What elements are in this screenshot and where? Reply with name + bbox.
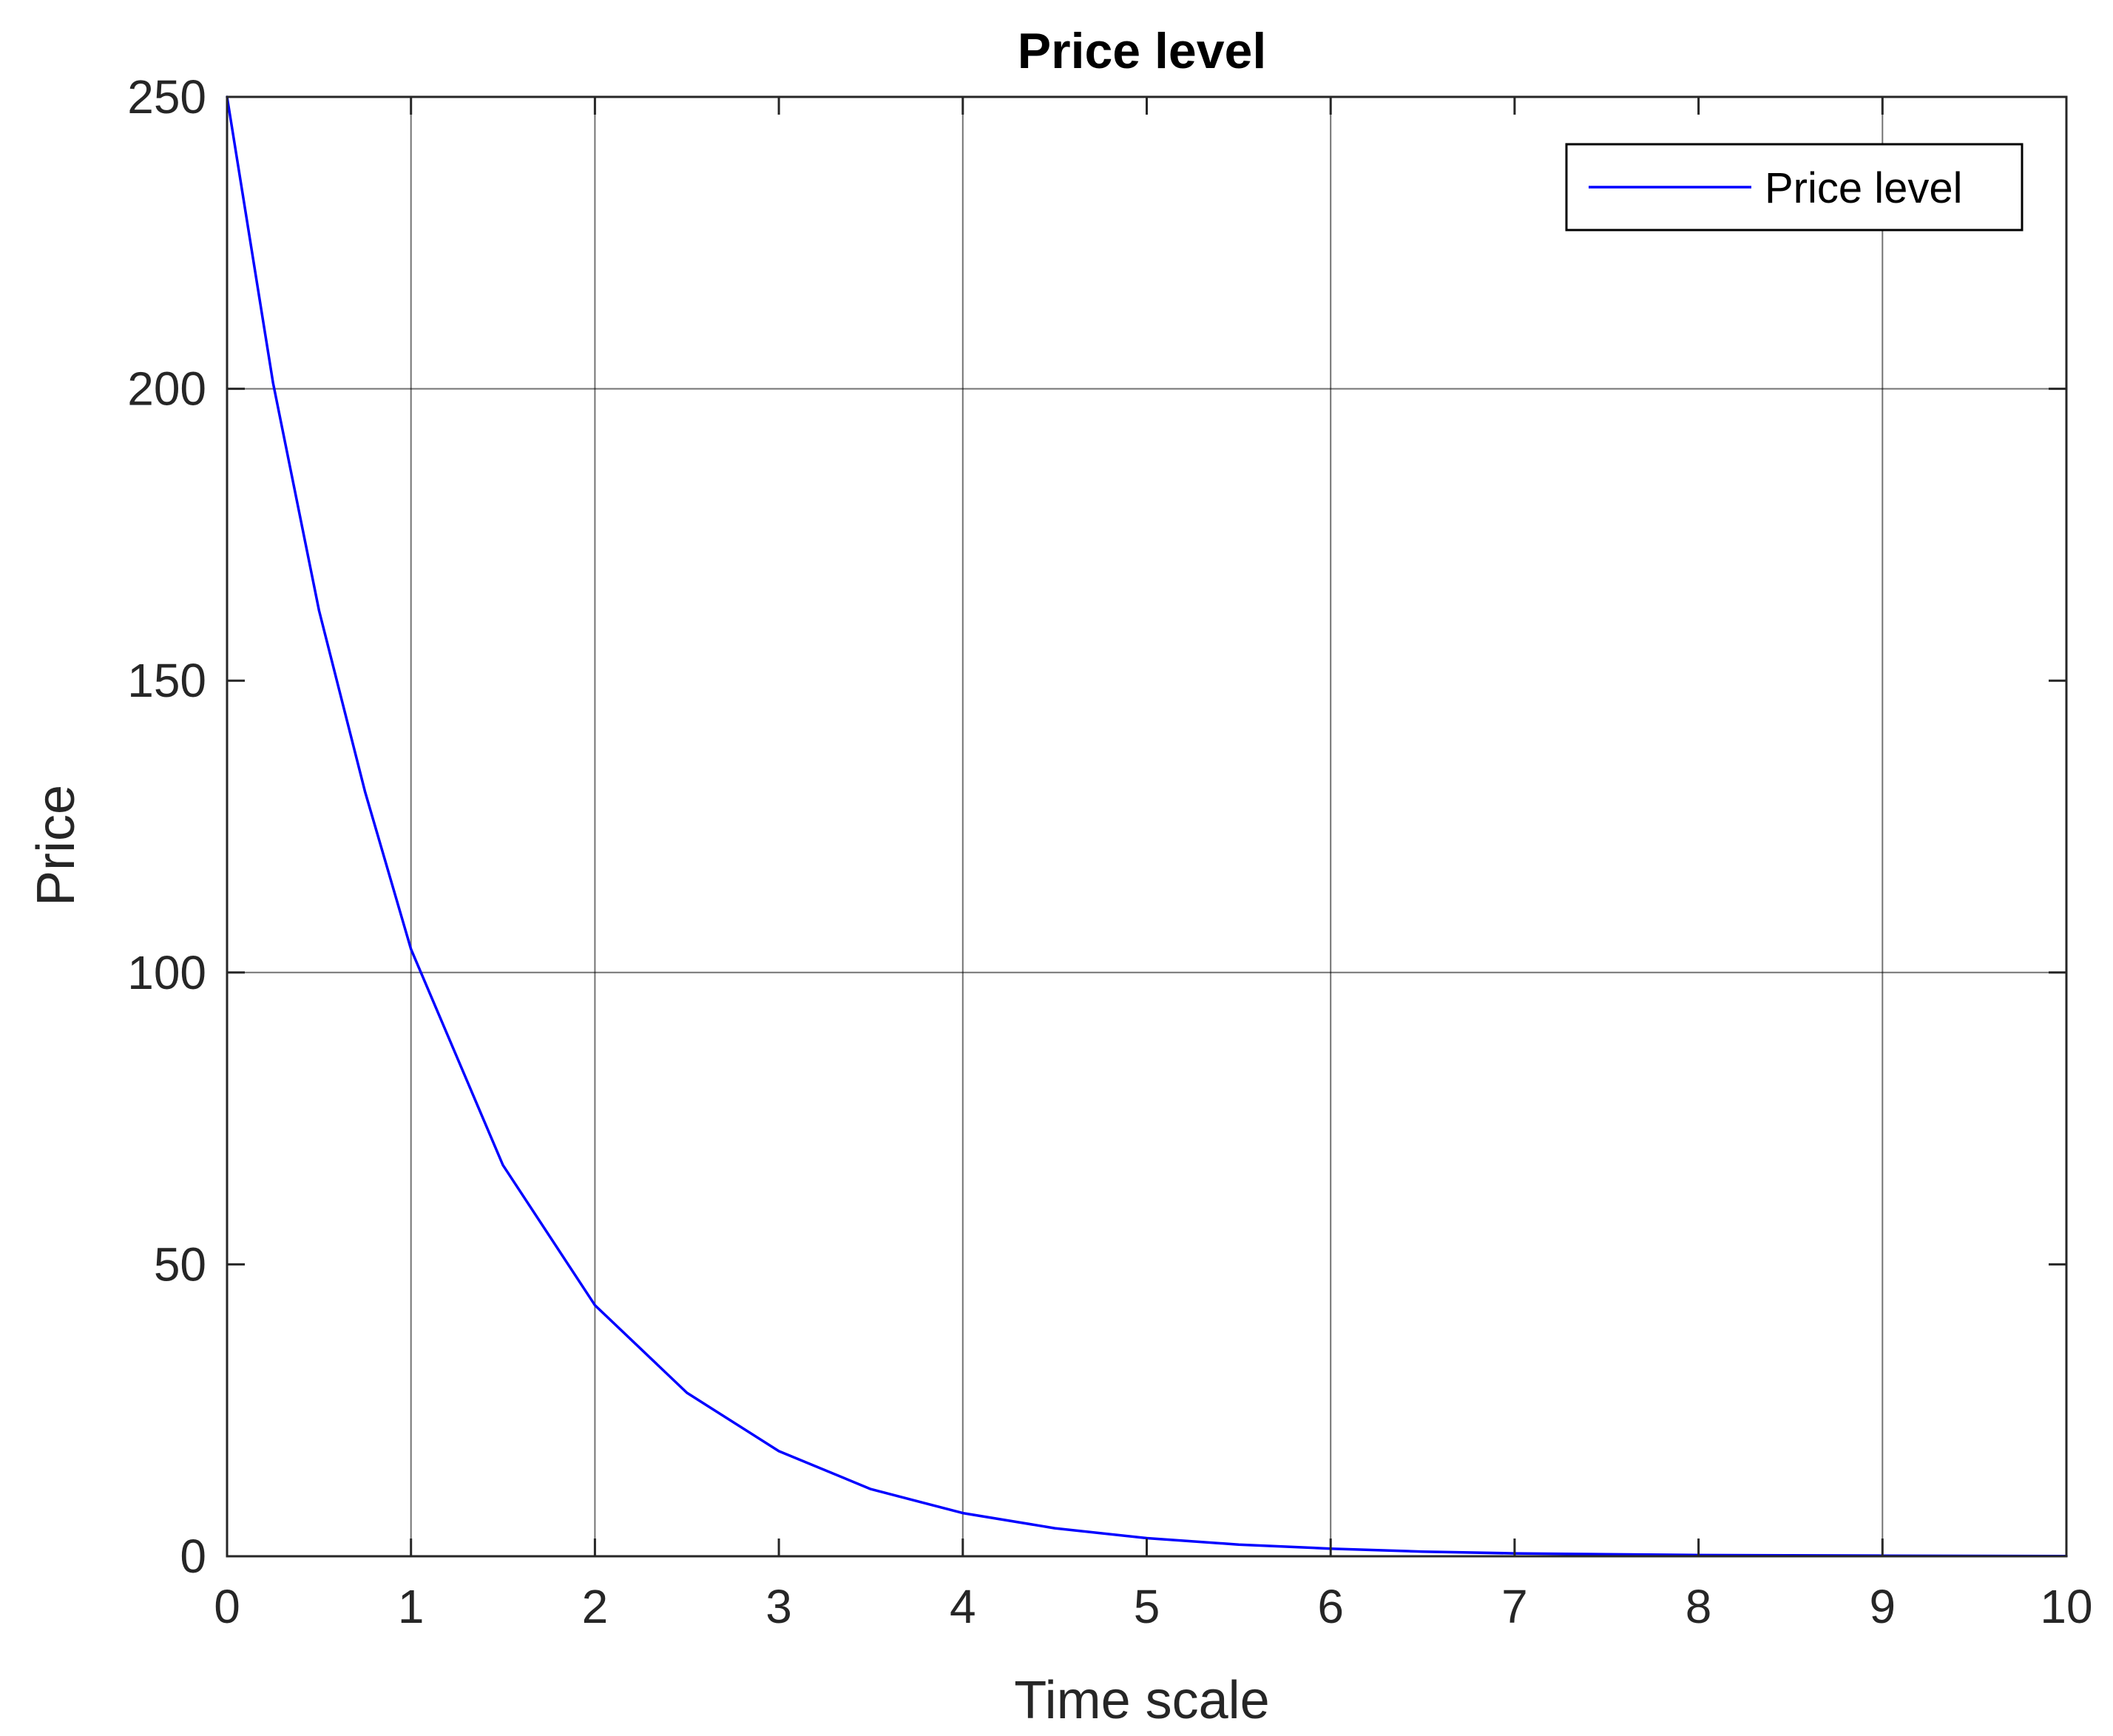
y-axis-label: Price [27,785,86,906]
y-tick-label: 200 [127,362,206,416]
x-tick-label: 4 [950,1580,976,1633]
grid-layer [227,97,2066,1556]
legend-entry-label: Price level [1765,164,1963,212]
x-tick-label: 3 [765,1580,792,1633]
legend-layer: Price level [1565,143,2024,232]
x-tick-label: 0 [214,1580,240,1633]
x-tick-label: 7 [1501,1580,1528,1633]
x-tick-label: 9 [1870,1580,1896,1633]
x-tick-label: 5 [1134,1580,1160,1633]
x-tick-label: 6 [1317,1580,1344,1633]
y-tick-label: 150 [127,654,206,707]
y-tick-label: 0 [180,1530,206,1583]
y-tick-label: 250 [127,70,206,124]
x-axis-label: Time scale [1014,1671,1269,1730]
y-tick-label: 50 [154,1237,206,1291]
x-tick-label: 1 [398,1580,425,1633]
y-tick-label: 100 [127,946,206,999]
x-tick-label: 10 [2040,1580,2092,1633]
x-tick-label: 2 [582,1580,609,1633]
x-tick-label: 8 [1686,1580,1712,1633]
chart-title: Price level [1018,23,1266,79]
